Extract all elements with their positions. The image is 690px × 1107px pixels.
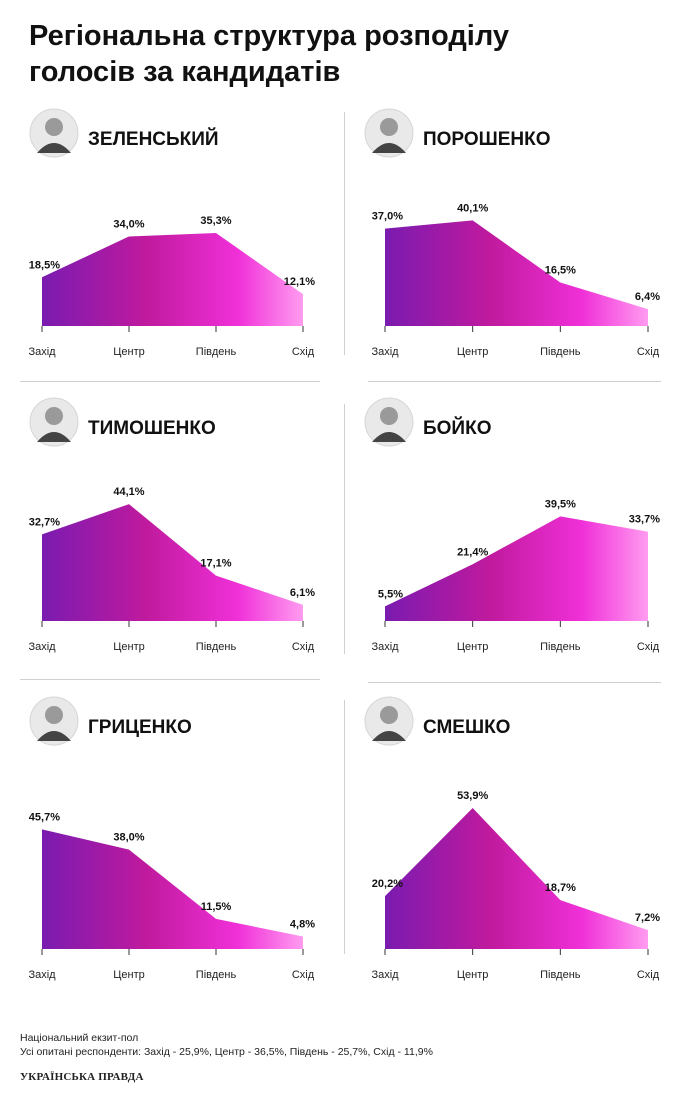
footer-source: Національний екзит-пол: [20, 1032, 139, 1044]
area-series: [385, 807, 648, 949]
candidate-name: СМЕШКО: [423, 717, 510, 738]
chart-4: БОЙКО Захід 5,5% Центр 21,4% Південь 39,5% Схід…: [364, 397, 660, 653]
data-label: 6,1%: [290, 587, 315, 599]
x-tick-label: Південь: [540, 346, 581, 358]
x-tick-label: Центр: [457, 346, 489, 358]
data-label: 7,2%: [635, 912, 660, 924]
data-label: 6,4%: [635, 291, 660, 303]
area-series: [42, 829, 303, 949]
x-tick-label: Схід: [637, 346, 660, 358]
photo-shoulders-shape: [37, 432, 71, 442]
title-line-1: Регіональна структура розподілу: [29, 20, 510, 52]
photo-shoulders-shape: [37, 731, 71, 741]
area-series: [385, 220, 648, 326]
candidate-name: ТИМОШЕНКО: [88, 418, 216, 439]
candidate-name: ГРИЦЕНКО: [88, 717, 192, 738]
x-tick-label: Захід: [28, 969, 56, 981]
x-tick-label: Захід: [371, 969, 399, 981]
data-label: 17,1%: [200, 558, 231, 570]
photo-shoulders-shape: [372, 432, 406, 442]
chart-2: ПОРОШЕНКО Захід 37,0% Центр 40,1% Південь 16,5…: [364, 108, 660, 358]
x-tick-label: Схід: [292, 346, 315, 358]
photo-head-shape: [45, 706, 63, 724]
candidate-name: ЗЕЛЕНСЬКИЙ: [88, 128, 219, 150]
data-label: 53,9%: [457, 790, 488, 802]
x-tick-label: Центр: [113, 346, 145, 358]
area-series: [42, 504, 303, 621]
x-tick-label: Захід: [371, 346, 399, 358]
chart-3: ТИМОШЕНКО Захід 32,7% Центр 44,1% Південь 17,1…: [28, 397, 315, 653]
x-tick-label: Південь: [196, 641, 237, 653]
chart-5: ГРИЦЕНКО Захід 45,7% Центр 38,0% Південь 11,5%…: [28, 696, 315, 981]
data-label: 37,0%: [372, 211, 403, 223]
publisher-logo: УКРАЇНСЬКА ПРАВДА: [20, 1071, 144, 1083]
horizontal-divider: [368, 381, 661, 382]
data-label: 12,1%: [284, 276, 315, 288]
chart-1: ЗЕЛЕНСЬКИЙ Захід 18,5% Центр 34,0% Південь 35,…: [28, 108, 315, 358]
data-label: 18,7%: [545, 882, 576, 894]
data-label: 16,5%: [545, 265, 576, 277]
data-label: 45,7%: [29, 811, 60, 823]
x-tick-label: Центр: [457, 641, 489, 653]
vertical-divider: [344, 700, 345, 954]
photo-head-shape: [380, 118, 398, 136]
photo-head-shape: [380, 407, 398, 425]
data-label: 35,3%: [200, 215, 231, 227]
data-label: 40,1%: [457, 202, 488, 214]
data-label: 4,8%: [290, 918, 315, 930]
x-tick-label: Схід: [637, 969, 660, 981]
x-tick-label: Південь: [540, 641, 581, 653]
vertical-divider: [344, 112, 345, 355]
data-label: 21,4%: [457, 546, 488, 558]
x-tick-label: Південь: [196, 346, 237, 358]
footer-respondents: Усі опитані респонденти: Захід - 25,9%, …: [20, 1046, 433, 1058]
x-tick-label: Схід: [292, 641, 315, 653]
photo-head-shape: [45, 407, 63, 425]
photo-head-shape: [45, 118, 63, 136]
x-tick-label: Центр: [113, 969, 145, 981]
area-series: [385, 516, 648, 621]
horizontal-divider: [368, 682, 661, 683]
x-tick-label: Південь: [196, 969, 237, 981]
data-label: 5,5%: [378, 588, 403, 600]
footer-note: Національний екзит-пол Усі опитані респо…: [20, 1031, 680, 1059]
candidate-name: ПОРОШЕНКО: [423, 129, 551, 150]
data-label: 38,0%: [113, 832, 144, 844]
photo-shoulders-shape: [372, 731, 406, 741]
x-tick-label: Схід: [292, 969, 315, 981]
page-title: Регіональна структура розподілу голосів …: [29, 18, 669, 90]
data-label: 18,5%: [29, 259, 60, 271]
x-tick-label: Південь: [540, 969, 581, 981]
data-label: 11,5%: [201, 901, 232, 913]
photo-shoulders-shape: [37, 143, 71, 153]
horizontal-divider: [20, 679, 320, 680]
x-tick-label: Захід: [28, 641, 56, 653]
title-line-2: голосів за кандидатів: [29, 56, 341, 88]
x-tick-label: Захід: [371, 641, 399, 653]
vertical-divider: [344, 404, 345, 654]
data-label: 44,1%: [113, 486, 144, 498]
x-tick-label: Центр: [113, 641, 145, 653]
x-tick-label: Схід: [637, 641, 660, 653]
data-label: 34,0%: [113, 218, 144, 230]
data-label: 39,5%: [545, 498, 576, 510]
x-tick-label: Захід: [28, 346, 56, 358]
photo-shoulders-shape: [372, 143, 406, 153]
chart-6: СМЕШКО Захід 20,2% Центр 53,9% Південь 18,7% Сх…: [364, 696, 660, 981]
horizontal-divider: [20, 381, 320, 382]
data-label: 20,2%: [372, 878, 403, 890]
area-series: [42, 233, 303, 326]
data-label: 32,7%: [29, 516, 60, 528]
data-label: 33,7%: [629, 514, 660, 526]
x-tick-label: Центр: [457, 969, 489, 981]
candidate-name: БОЙКО: [423, 417, 491, 439]
photo-head-shape: [380, 706, 398, 724]
